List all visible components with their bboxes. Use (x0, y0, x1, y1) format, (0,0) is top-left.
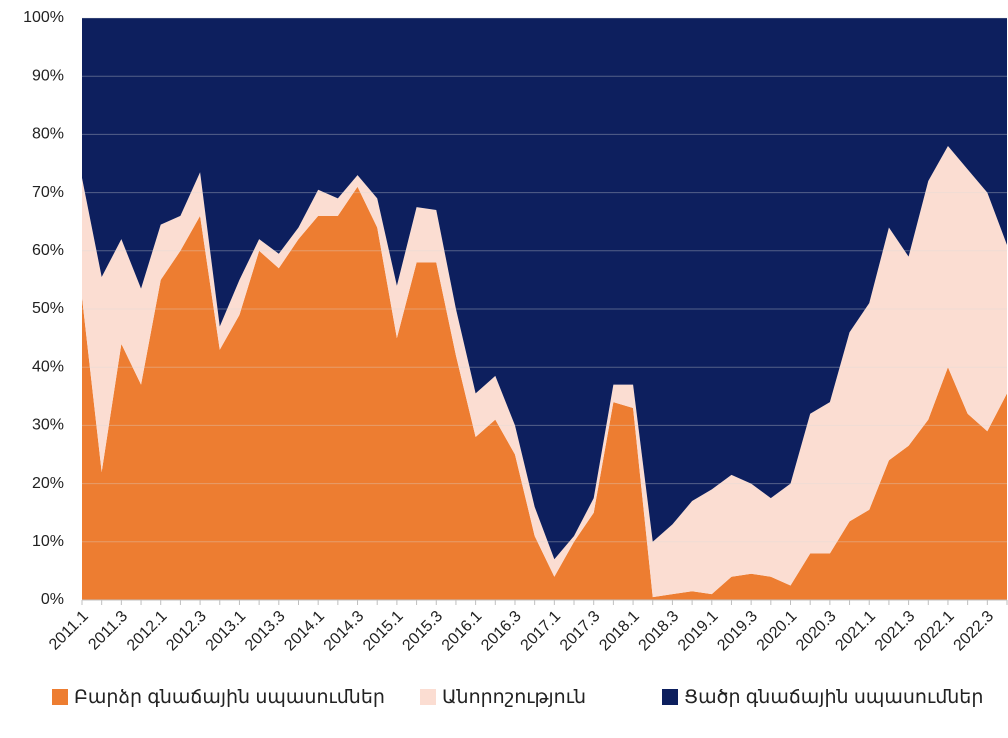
x-tick-label: 2016.1 (439, 608, 486, 655)
x-tick-label: 2012.3 (163, 608, 210, 655)
x-tick-label: 2019.3 (714, 608, 761, 655)
x-tick-label: 2015.1 (360, 608, 407, 655)
x-tick-label: 2019.1 (675, 608, 722, 655)
x-tick-label: 2020.1 (754, 608, 801, 655)
x-tick-label: 2014.1 (281, 608, 328, 655)
x-tick-label: 2011.3 (85, 608, 131, 654)
legend-label: Բարձր գնաճային սպասումներ (74, 687, 385, 708)
y-tick-label: 50% (32, 300, 64, 317)
x-tick-label: 2022.3 (951, 608, 998, 655)
legend-label: Անորոշություն (442, 687, 586, 708)
x-tick-label: 2017.3 (557, 608, 604, 655)
x-tick-label: 2014.3 (321, 608, 368, 655)
area (82, 18, 1007, 560)
x-tick-label: 2021.3 (872, 608, 919, 655)
x-tick-label: 2011.1 (46, 608, 92, 654)
x-tick-label: 2013.3 (242, 608, 289, 655)
y-tick-label: 30% (32, 417, 64, 434)
x-tick-label: 2021.1 (832, 608, 879, 655)
y-tick-label: 60% (32, 242, 64, 259)
x-tick-label: 2018.1 (596, 608, 643, 655)
x-tick-label: 2016.3 (478, 608, 525, 655)
y-tick-label: 0% (41, 591, 64, 608)
y-tick-label: 80% (32, 126, 64, 143)
legend-swatch (52, 689, 68, 705)
y-tick-label: 70% (32, 184, 64, 201)
x-tick-label: 2020.3 (793, 608, 840, 655)
y-tick-label: 10% (32, 533, 64, 550)
y-tick-label: 20% (32, 475, 64, 492)
x-tick-label: 2012.1 (124, 608, 171, 655)
x-tick-label: 2017.1 (518, 608, 565, 655)
y-tick-label: 40% (32, 358, 64, 375)
legend-swatch (662, 689, 678, 705)
x-tick-label: 2015.3 (399, 608, 446, 655)
x-tick-label: 2013.1 (203, 608, 250, 655)
legend-swatch (420, 689, 436, 705)
legend-label: Ցածր գնաճային սպասումներ (684, 687, 983, 708)
y-tick-label: 100% (23, 9, 64, 26)
x-tick-label: 2022.1 (911, 608, 958, 655)
area (82, 186, 1007, 600)
x-tick-label: 2018.3 (636, 608, 683, 655)
y-tick-label: 90% (32, 67, 64, 84)
